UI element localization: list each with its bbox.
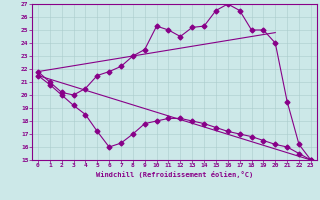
X-axis label: Windchill (Refroidissement éolien,°C): Windchill (Refroidissement éolien,°C): [96, 171, 253, 178]
